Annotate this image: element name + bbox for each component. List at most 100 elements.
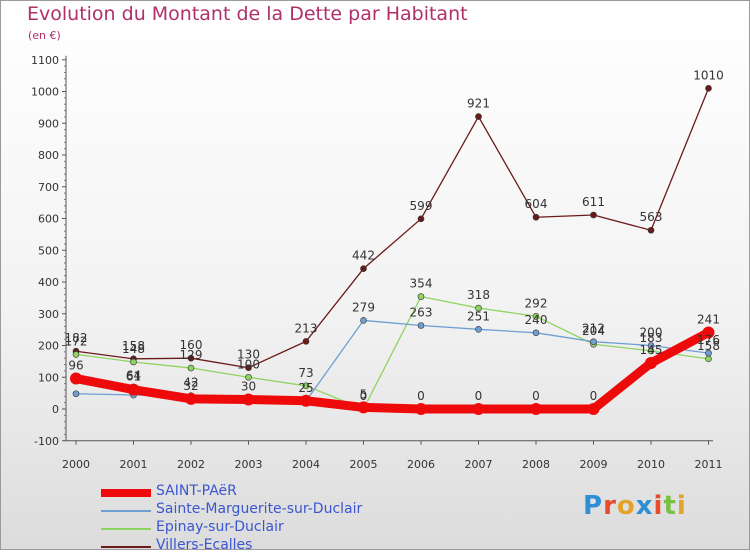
logo-letter: i xyxy=(676,491,687,521)
data-label: 599 xyxy=(410,199,433,213)
logo-letter: r xyxy=(603,491,617,521)
data-label: 176 xyxy=(697,333,720,347)
y-tick-label: -100 xyxy=(34,435,59,448)
legend-item: SAINT-PAëR xyxy=(101,483,401,501)
data-label: 204 xyxy=(582,324,605,338)
data-label: 73 xyxy=(298,366,313,380)
data-point xyxy=(130,358,137,366)
data-label: 921 xyxy=(467,97,490,111)
data-label: 64 xyxy=(126,369,141,383)
y-tick-label: 100 xyxy=(38,371,59,384)
data-label: 241 xyxy=(697,312,720,326)
data-point xyxy=(300,394,312,407)
data-point xyxy=(590,211,597,219)
data-point xyxy=(185,392,197,405)
legend-item: Epinay-sur-Duclair xyxy=(101,519,401,537)
series-line xyxy=(75,87,710,369)
data-label: 183 xyxy=(640,331,663,345)
legend-swatch xyxy=(101,546,151,548)
logo-letter: o xyxy=(616,491,636,521)
legend-label: Sainte-Marguerite-sur-Duclair xyxy=(156,501,363,517)
y-tick-label: 900 xyxy=(38,117,59,130)
data-label: 172 xyxy=(65,334,88,348)
legend-swatch xyxy=(101,510,151,512)
series-line xyxy=(75,295,710,410)
y-tick-label: 600 xyxy=(38,213,59,226)
logo-letter: x xyxy=(635,491,654,521)
data-point xyxy=(587,403,600,415)
y-tick-label: 200 xyxy=(38,340,59,353)
data-point xyxy=(702,326,715,339)
y-tick-label: 400 xyxy=(38,276,59,289)
data-point xyxy=(242,393,255,406)
data-point xyxy=(302,382,310,390)
data-point xyxy=(532,312,540,320)
data-label: 0 xyxy=(417,389,425,403)
data-label: 158 xyxy=(697,339,720,353)
data-point xyxy=(245,364,252,372)
data-label: 0 xyxy=(475,389,483,403)
data-point xyxy=(417,293,425,300)
data-label: 611 xyxy=(582,195,605,209)
legend-label: Epinay-sur-Duclair xyxy=(156,519,284,535)
data-point xyxy=(415,403,427,415)
logo-letter: i xyxy=(653,491,664,521)
data-point xyxy=(705,85,712,92)
x-tick-label: 2010 xyxy=(637,458,665,471)
data-label: 160 xyxy=(180,338,203,352)
x-tick-label: 2004 xyxy=(292,458,320,471)
data-point xyxy=(475,326,482,333)
data-label: 158 xyxy=(122,339,145,353)
data-point xyxy=(72,390,80,398)
x-tick-label: 2002 xyxy=(177,458,205,471)
x-tick-label: 2009 xyxy=(580,458,608,471)
chart-title: Evolution du Montant de la Dette par Hab… xyxy=(27,3,468,25)
data-label: 32 xyxy=(183,379,198,393)
data-point xyxy=(357,401,370,414)
x-tick-label: 2005 xyxy=(350,458,378,471)
data-point xyxy=(70,372,82,385)
data-label: 5 xyxy=(360,387,368,401)
series-line xyxy=(71,327,713,414)
data-label: 130 xyxy=(237,348,260,362)
y-tick-label: 800 xyxy=(38,149,59,162)
data-label: 212 xyxy=(582,322,605,336)
data-point xyxy=(360,265,367,272)
data-point xyxy=(530,403,542,415)
data-point xyxy=(475,113,482,120)
proxiti-logo: Proxiti xyxy=(583,491,687,521)
data-label: 263 xyxy=(410,305,433,319)
data-point xyxy=(705,349,712,357)
x-tick-label: 2008 xyxy=(522,458,550,471)
legend-label: Villers-Ecalles xyxy=(156,537,253,553)
x-tick-label: 2001 xyxy=(120,458,148,471)
data-point xyxy=(475,304,482,312)
legend-swatch xyxy=(101,489,151,497)
data-label: 251 xyxy=(467,309,490,323)
data-label: 145 xyxy=(640,343,663,357)
y-tick-label: 1100 xyxy=(31,54,59,67)
data-point xyxy=(472,403,485,415)
data-label: 182 xyxy=(65,331,88,345)
data-label: 0 xyxy=(532,389,540,403)
data-label: 318 xyxy=(467,288,490,302)
logo-letter: t xyxy=(663,491,677,521)
data-point xyxy=(647,342,655,349)
data-point xyxy=(417,215,425,223)
legend-item: Sainte-Marguerite-sur-Duclair xyxy=(101,501,401,519)
data-point xyxy=(72,351,80,358)
y-tick-label: 0 xyxy=(52,403,59,416)
data-point xyxy=(647,226,655,234)
data-label: 30 xyxy=(241,379,256,393)
data-label: 61 xyxy=(126,370,141,384)
data-label: 442 xyxy=(352,249,375,263)
x-tick-label: 2003 xyxy=(235,458,263,471)
data-point xyxy=(590,338,597,345)
data-label: 604 xyxy=(525,197,548,211)
data-label: 0 xyxy=(590,389,598,403)
data-point xyxy=(127,383,140,396)
data-label: 25 xyxy=(298,381,313,395)
data-label: 0 xyxy=(360,389,368,403)
x-tick-label: 2011 xyxy=(695,458,723,471)
